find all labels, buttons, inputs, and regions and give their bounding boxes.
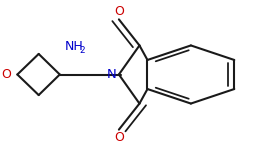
Text: 2: 2 xyxy=(79,46,85,55)
Text: O: O xyxy=(114,5,124,18)
Text: N: N xyxy=(107,68,117,81)
Text: NH: NH xyxy=(65,40,84,53)
Text: O: O xyxy=(114,131,124,144)
Text: O: O xyxy=(1,68,11,81)
